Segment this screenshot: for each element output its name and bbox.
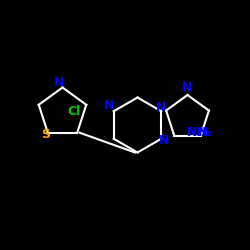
Text: N: N — [198, 126, 208, 139]
Text: Cl: Cl — [67, 105, 80, 118]
Text: S: S — [41, 128, 50, 141]
Text: N: N — [182, 81, 193, 94]
Text: N: N — [159, 134, 169, 147]
Text: N: N — [54, 76, 64, 89]
Text: N: N — [104, 99, 114, 112]
Text: N: N — [156, 100, 166, 114]
Text: NH₂: NH₂ — [187, 126, 213, 139]
